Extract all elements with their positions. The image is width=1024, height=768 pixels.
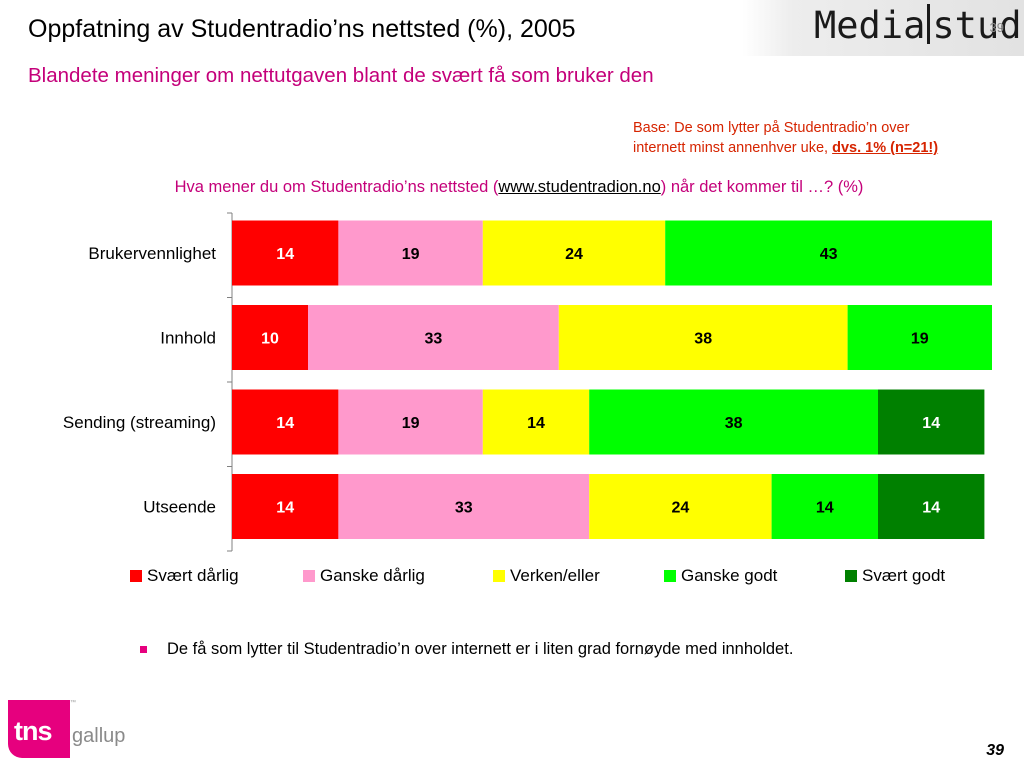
data-label: 33 xyxy=(425,331,443,348)
bar-segment xyxy=(338,389,483,455)
bar-segment xyxy=(482,220,666,286)
data-label: 43 xyxy=(820,246,838,263)
data-label: 19 xyxy=(402,415,420,432)
data-label: 10 xyxy=(261,331,279,348)
logo-divider xyxy=(927,4,931,44)
data-label: 24 xyxy=(565,246,583,263)
legend-label: Svært godt xyxy=(862,566,946,585)
bullet-text: De få som lytter til Studentradio’n over… xyxy=(167,640,794,658)
category-label: Sending (streaming) xyxy=(63,413,216,432)
mediastud-logo: Media stud 39 xyxy=(742,0,1024,56)
legend-swatch xyxy=(845,570,857,582)
base-note: Base: De som lytter på Studentradio’n ov… xyxy=(633,118,938,158)
data-label: 14 xyxy=(527,415,545,432)
category-label: Utseende xyxy=(143,498,216,517)
legend-item: Svært dårlig xyxy=(130,566,239,586)
question-before: Hva mener du om Studentradio’ns nettsted… xyxy=(174,178,499,196)
logo-wordmark: Media stud xyxy=(814,4,1022,47)
bar-segment xyxy=(232,389,339,455)
data-label: 38 xyxy=(694,331,712,348)
bar-segment xyxy=(482,389,590,455)
legend-swatch xyxy=(303,570,315,582)
gallup-logo-text: gallup xyxy=(72,725,126,747)
data-label: 38 xyxy=(725,415,743,432)
legend-item: Verken/eller xyxy=(493,566,600,586)
page-subtitle: Blandete meninger om nettutgaven blant d… xyxy=(28,64,654,87)
legend-label: Ganske godt xyxy=(681,566,778,585)
bar-segment xyxy=(232,474,339,539)
chart-legend: Svært dårlig Ganske dårlig Verken/eller Gan… xyxy=(0,566,1024,588)
bar-segment xyxy=(338,220,483,286)
page-title: Oppfatning av Studentradio’ns nettsted (… xyxy=(28,15,576,43)
website-link[interactable]: www.studentradion.no xyxy=(498,178,661,196)
data-label: 19 xyxy=(911,331,929,348)
corner-number: 39 xyxy=(989,20,1004,35)
bar-segment xyxy=(558,305,848,370)
page-number: 39 xyxy=(986,742,1004,759)
legend-item: Ganske dårlig xyxy=(303,566,425,586)
legend-item: Ganske godt xyxy=(664,566,777,586)
base-note-line2-text: internett minst annenhver uke, xyxy=(633,140,833,156)
chart-question: Hva mener du om Studentradio’ns nettsted… xyxy=(0,178,1024,197)
data-label: 14 xyxy=(816,500,834,517)
legend-swatch xyxy=(130,570,142,582)
bar-segment xyxy=(847,305,992,370)
bar-segment xyxy=(308,305,559,370)
legend-swatch xyxy=(664,570,676,582)
bar-segment xyxy=(665,220,992,286)
logo-text-left: Media xyxy=(814,4,926,47)
bar-segment xyxy=(878,389,985,455)
base-note-line2: internett minst annenhver uke, dvs. 1% (… xyxy=(633,138,938,158)
bar-segment xyxy=(878,474,985,539)
legend-label: Verken/eller xyxy=(510,566,600,585)
data-label: 14 xyxy=(276,415,294,432)
trademark-mark: ™ xyxy=(70,700,76,706)
category-label: Innhold xyxy=(160,329,216,348)
bar-segment xyxy=(589,474,772,539)
category-label: Brukervennlighet xyxy=(88,244,216,263)
bar-segment xyxy=(589,389,878,455)
logo-text-right: stud xyxy=(932,4,1022,47)
question-after: ) når det kommer til …? (%) xyxy=(660,178,864,196)
tns-logo-text: tns xyxy=(14,716,52,746)
bullet-square-icon xyxy=(140,646,147,653)
data-label: 19 xyxy=(402,246,420,263)
data-label: 14 xyxy=(922,415,940,432)
legend-label: Svært dårlig xyxy=(147,566,239,585)
data-label: 33 xyxy=(455,500,473,517)
bar-segment xyxy=(338,474,590,539)
data-label: 14 xyxy=(276,500,294,517)
data-label: 14 xyxy=(276,246,294,263)
bullet-point: De få som lytter til Studentradio’n over… xyxy=(140,640,793,659)
bar-segment xyxy=(232,220,339,286)
data-label: 24 xyxy=(672,500,690,517)
legend-swatch xyxy=(493,570,505,582)
legend-label: Ganske dårlig xyxy=(320,566,425,585)
tns-logo xyxy=(8,700,70,758)
base-note-emphasis: dvs. 1% (n=21!) xyxy=(832,140,939,156)
legend-item: Svært godt xyxy=(845,566,945,586)
bar-segment xyxy=(232,305,308,370)
data-label: 14 xyxy=(922,500,940,517)
base-note-line1: Base: De som lytter på Studentradio’n ov… xyxy=(633,120,910,136)
bar-segment xyxy=(771,474,878,539)
